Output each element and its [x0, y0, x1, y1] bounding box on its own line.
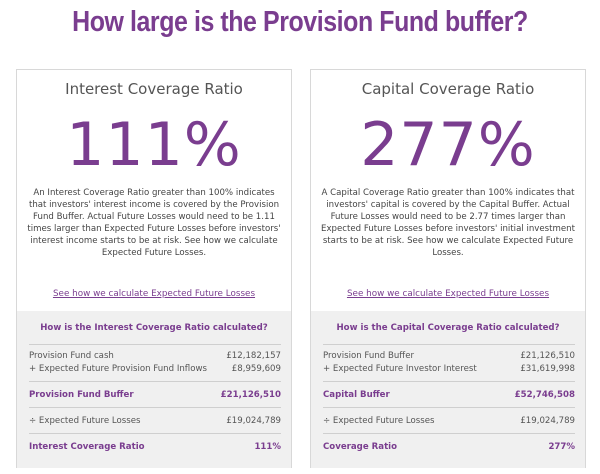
calc-row-label: Interest Coverage Ratio — [29, 442, 145, 452]
ratio-value: 111% — [66, 110, 242, 180]
calc-row-total: Interest Coverage Ratio 111% — [29, 442, 281, 454]
calc-row-value: £19,024,789 — [226, 416, 281, 426]
divider — [323, 344, 575, 345]
calc-row-label: + Expected Future Investor Interest — [323, 364, 477, 374]
calc-row-label: Coverage Ratio — [323, 442, 398, 452]
calculation-panel: How is the Capital Coverage Ratio calcul… — [311, 311, 585, 468]
calc-row: + Expected Future Investor Interest £31,… — [323, 364, 575, 376]
interest-coverage-card: Interest Coverage Ratio 111% An Interest… — [16, 69, 292, 468]
calc-row: ÷ Expected Future Losses £19,024,789 — [323, 416, 575, 428]
divider — [29, 407, 281, 408]
page-title: How large is the Provision Fund buffer? — [72, 6, 528, 38]
ratio-description: A Capital Coverage Ratio greater than 10… — [321, 188, 575, 258]
calc-row-value: £21,126,510 — [220, 390, 281, 400]
calc-row: Provision Fund cash £12,182,157 — [29, 351, 281, 363]
calc-row: + Expected Future Provision Fund Inflows… — [29, 364, 281, 376]
card-title: Interest Coverage Ratio — [65, 80, 243, 98]
divider — [29, 433, 281, 434]
divider — [29, 381, 281, 382]
calc-row-subtotal: Provision Fund Buffer £21,126,510 — [29, 390, 281, 402]
expected-losses-link[interactable]: See how we calculate Expected Future Los… — [346, 289, 550, 299]
calc-row-value: £19,024,789 — [520, 416, 575, 426]
divider — [29, 344, 281, 345]
calc-row-label: + Expected Future Provision Fund Inflows — [29, 364, 207, 374]
calc-row: ÷ Expected Future Losses £19,024,789 — [29, 416, 281, 428]
divider — [323, 381, 575, 382]
calculation-heading: How is the Interest Coverage Ratio calcu… — [40, 323, 268, 333]
calc-row: Provision Fund Buffer £21,126,510 — [323, 351, 575, 363]
calculation-panel: How is the Interest Coverage Ratio calcu… — [17, 311, 291, 468]
ratio-description: An Interest Coverage Ratio greater than … — [27, 188, 281, 258]
calc-row-label: Provision Fund Buffer — [323, 351, 415, 361]
calc-row-value: £52,746,508 — [514, 390, 575, 400]
calc-row-label: ÷ Expected Future Losses — [29, 416, 141, 426]
calc-row-label: Provision Fund Buffer — [29, 390, 134, 400]
capital-coverage-card: Capital Coverage Ratio 277% A Capital Co… — [310, 69, 586, 468]
calc-row-value: 277% — [548, 442, 575, 452]
calc-row-total: Coverage Ratio 277% — [323, 442, 575, 454]
expected-losses-link[interactable]: See how we calculate Expected Future Los… — [52, 289, 256, 299]
calc-row-label: Provision Fund cash — [29, 351, 114, 361]
calc-row-value: 111% — [254, 442, 281, 452]
calculation-heading: How is the Capital Coverage Ratio calcul… — [336, 323, 560, 333]
card-title: Capital Coverage Ratio — [361, 80, 535, 98]
calc-row-value: £31,619,998 — [520, 364, 575, 374]
calc-row-value: £12,182,157 — [226, 351, 281, 361]
calc-row-label: ÷ Expected Future Losses — [323, 416, 435, 426]
calc-row-value: £21,126,510 — [520, 351, 575, 361]
divider — [323, 433, 575, 434]
calc-row-value: £8,959,609 — [231, 364, 281, 374]
calc-row-subtotal: Capital Buffer £52,746,508 — [323, 390, 575, 402]
divider — [323, 407, 575, 408]
ratio-value: 277% — [360, 110, 536, 180]
calc-row-label: Capital Buffer — [323, 390, 390, 400]
